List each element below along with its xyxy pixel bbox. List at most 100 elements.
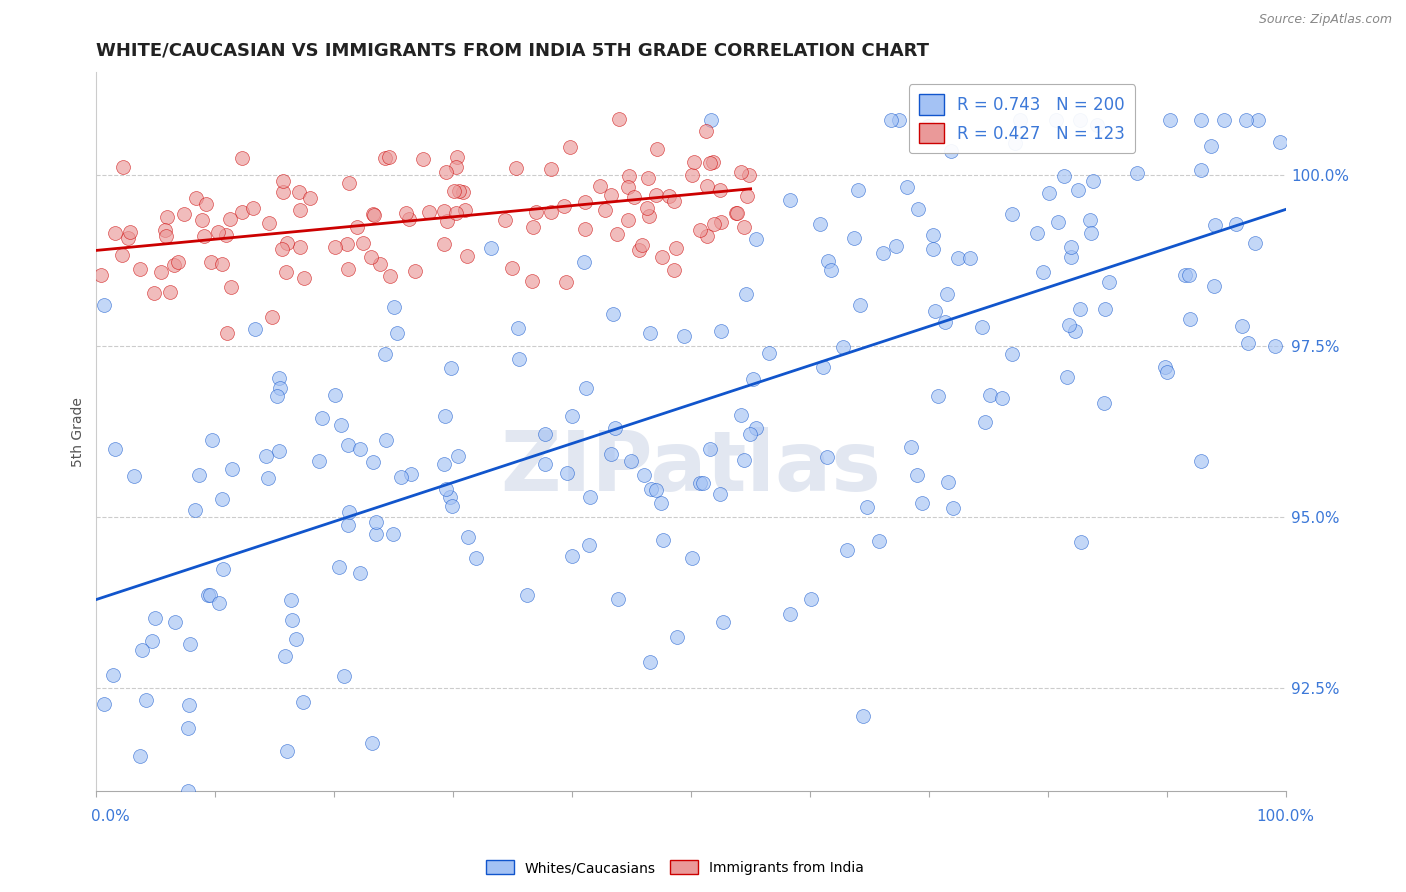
Point <box>758 346 780 360</box>
Point <box>617 169 640 183</box>
Point <box>922 227 945 242</box>
Point <box>779 193 801 207</box>
Point <box>1199 139 1222 153</box>
Point <box>446 160 468 174</box>
Point <box>733 452 755 467</box>
Point <box>440 360 463 375</box>
Point <box>412 152 434 166</box>
Point <box>561 549 583 564</box>
Point <box>1159 113 1181 128</box>
Text: 100.0%: 100.0% <box>1257 809 1315 823</box>
Point <box>638 326 661 340</box>
Point <box>361 736 384 750</box>
Text: WHITE/CAUCASIAN VS IMMIGRANTS FROM INDIA 5TH GRADE CORRELATION CHART: WHITE/CAUCASIAN VS IMMIGRANTS FROM INDIA… <box>97 42 929 60</box>
Point <box>832 340 855 354</box>
Point <box>1060 240 1083 254</box>
Point <box>433 237 456 252</box>
Point <box>508 351 530 366</box>
Point <box>191 212 214 227</box>
Point <box>665 630 688 644</box>
Point <box>337 505 360 519</box>
Point <box>104 442 127 457</box>
Point <box>163 258 186 272</box>
Point <box>689 223 711 237</box>
Point <box>636 202 658 216</box>
Point <box>637 170 659 185</box>
Point <box>617 212 640 227</box>
Point <box>339 177 361 191</box>
Point <box>290 203 312 218</box>
Point <box>589 179 612 194</box>
Point <box>231 205 253 219</box>
Point <box>681 168 703 182</box>
Point <box>652 533 675 547</box>
Point <box>779 607 801 622</box>
Point <box>219 280 242 294</box>
Point <box>439 490 461 504</box>
Point <box>349 442 371 457</box>
Point <box>90 268 112 283</box>
Point <box>880 113 903 128</box>
Point <box>846 183 869 197</box>
Point <box>292 271 315 285</box>
Point <box>662 263 685 277</box>
Point <box>346 220 368 235</box>
Point <box>605 421 627 435</box>
Point <box>1237 335 1260 350</box>
Point <box>921 242 943 256</box>
Point <box>808 217 831 231</box>
Point <box>254 449 277 463</box>
Point <box>173 207 195 221</box>
Point <box>364 526 387 541</box>
Point <box>271 242 294 256</box>
Point <box>516 588 538 602</box>
Point <box>593 203 616 218</box>
Point <box>447 450 470 464</box>
Point <box>494 212 516 227</box>
Point <box>742 371 765 385</box>
Point <box>1001 347 1024 361</box>
Point <box>143 285 166 300</box>
Point <box>699 442 721 457</box>
Point <box>211 492 233 507</box>
Point <box>934 315 956 329</box>
Point <box>211 257 233 271</box>
Point <box>1189 163 1212 178</box>
Point <box>695 229 717 244</box>
Point <box>337 517 360 532</box>
Text: Source: ZipAtlas.com: Source: ZipAtlas.com <box>1258 13 1392 27</box>
Point <box>366 515 388 529</box>
Point <box>578 538 600 552</box>
Point <box>709 486 731 500</box>
Point <box>1046 215 1069 229</box>
Point <box>1045 113 1067 128</box>
Point <box>973 415 995 429</box>
Point <box>522 274 544 288</box>
Point <box>363 455 385 469</box>
Point <box>363 208 385 222</box>
Point <box>553 199 575 213</box>
Point <box>215 326 238 341</box>
Point <box>276 744 298 758</box>
Point <box>872 245 894 260</box>
Point <box>1270 135 1292 149</box>
Point <box>599 187 621 202</box>
Point <box>433 203 456 218</box>
Point <box>692 476 714 491</box>
Point <box>1126 166 1149 180</box>
Point <box>852 709 875 723</box>
Point <box>1244 235 1267 250</box>
Point <box>699 113 721 128</box>
Point <box>1189 454 1212 468</box>
Point <box>329 418 352 433</box>
Point <box>143 611 166 625</box>
Point <box>645 143 668 157</box>
Point <box>273 186 295 200</box>
Point <box>111 160 134 174</box>
Point <box>540 205 562 219</box>
Point <box>942 500 965 515</box>
Point <box>404 264 426 278</box>
Point <box>375 434 398 448</box>
Point <box>651 250 673 264</box>
Point <box>637 210 659 224</box>
